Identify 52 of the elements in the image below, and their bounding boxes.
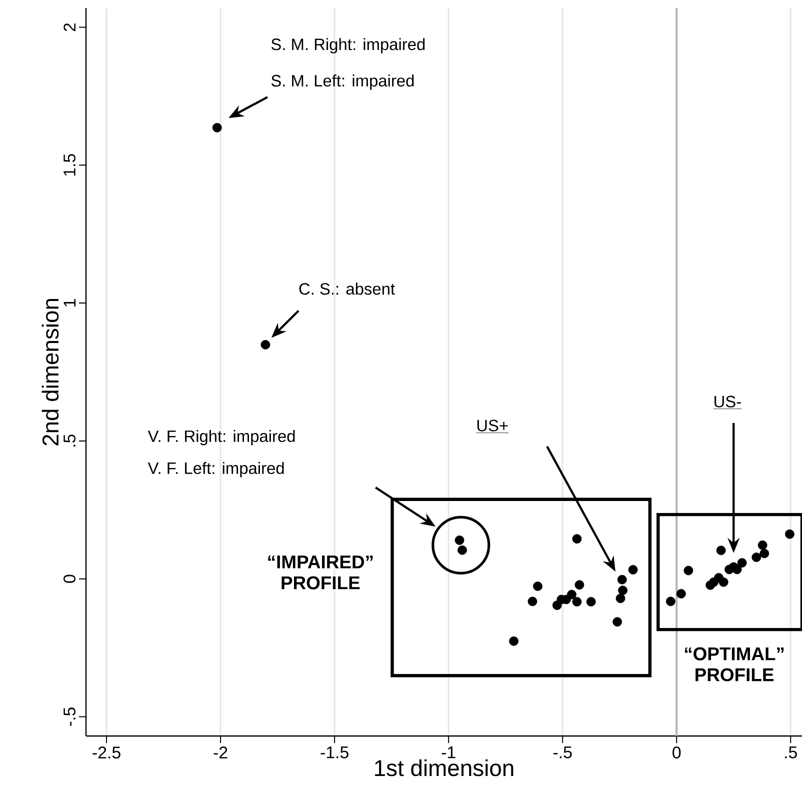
annotation: S. M. Left: impaired <box>271 74 414 90</box>
point <box>616 594 626 604</box>
y-tick-label: 1.5 <box>64 154 76 176</box>
point <box>737 558 747 568</box>
x-tick-label: -1.5 <box>320 746 348 758</box>
x-tick-label: -2 <box>214 746 228 758</box>
x-tick-label: -1 <box>442 746 456 758</box>
point <box>533 582 542 591</box>
point <box>574 580 584 590</box>
y-tick-label: -.5 <box>64 708 76 726</box>
x-axis-title: 1st dimension <box>375 759 514 776</box>
x-tick-label: -.5 <box>553 746 572 758</box>
point <box>612 617 622 627</box>
point <box>260 340 270 350</box>
point <box>676 589 686 598</box>
point <box>528 596 538 606</box>
y-tick-label: 2 <box>64 23 76 32</box>
x-tick-label: .5 <box>785 746 797 758</box>
point <box>509 636 518 646</box>
annotation: V. F. Left: impaired <box>148 462 284 478</box>
x-tick-label: 0 <box>672 746 681 759</box>
point <box>458 545 467 555</box>
point <box>718 577 728 587</box>
point <box>628 565 638 574</box>
y-tick-label: .5 <box>64 434 76 446</box>
point <box>572 597 582 606</box>
y-axis-title: 2nd dimension <box>42 299 59 446</box>
point <box>572 534 582 544</box>
annotation: US+ <box>477 420 508 432</box>
point <box>716 546 726 556</box>
annotation: “IMPAIRED” PROFILE <box>268 556 373 590</box>
point <box>567 590 576 600</box>
point <box>732 564 742 574</box>
point <box>212 122 222 132</box>
point <box>758 540 768 550</box>
y-tick-label: 1 <box>64 299 76 306</box>
y-tick-label: 0 <box>63 574 76 583</box>
point <box>666 596 676 606</box>
point <box>454 536 464 545</box>
annotation: V. F. Right: impaired <box>148 430 295 446</box>
point <box>684 566 694 576</box>
annotation: “OPTIMAL” PROFILE <box>684 647 784 682</box>
point <box>617 574 627 584</box>
x-tick-label: -2.5 <box>92 746 120 759</box>
annotation: C. S.: absent <box>299 282 395 295</box>
point <box>752 552 762 562</box>
point <box>784 529 794 539</box>
annotation: S. M. Right: impaired <box>271 38 425 54</box>
annotation: US- <box>714 396 741 408</box>
point <box>618 586 628 596</box>
point <box>586 597 596 606</box>
point <box>760 548 770 558</box>
